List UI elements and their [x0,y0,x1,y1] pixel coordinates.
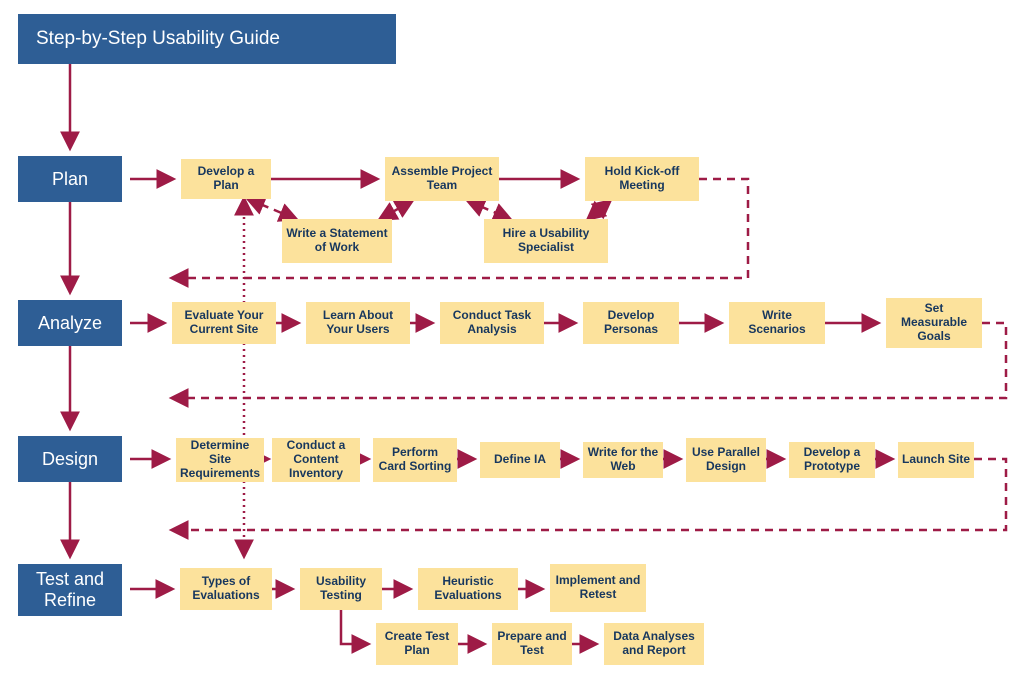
step-t7: Data Analyses and Report [604,623,704,665]
step-label: Write Scenarios [733,309,821,337]
step-p1: Develop a Plan [181,159,271,199]
step-d6: Use Parallel Design [686,438,766,482]
step-label: Perform Card Sorting [377,446,453,474]
diagram-title: Step-by-Step Usability Guide [18,14,396,64]
step-label: Use Parallel Design [690,446,762,474]
step-p2: Assemble Project Team [385,157,499,201]
phase-label: Analyze [38,313,102,334]
step-label: Write a Statement of Work [286,227,388,255]
step-label: Types of Evaluations [184,575,268,603]
step-label: Develop a Plan [185,165,267,193]
step-d2: Conduct a Content Inventory [272,438,360,482]
step-p3: Hold Kick-off Meeting [585,157,699,201]
step-label: Determine Site Requirements [180,439,260,480]
step-label: Hire a Usability Specialist [488,227,604,255]
step-label: Develop a Prototype [793,446,871,474]
step-t3: Heuristic Evaluations [418,568,518,610]
step-d5: Write for the Web [583,442,663,478]
step-label: Implement and Retest [554,574,642,602]
step-label: Prepare and Test [496,630,568,658]
step-label: Develop Personas [587,309,675,337]
step-label: Heuristic Evaluations [422,575,514,603]
phase-label: Design [42,449,98,470]
step-t6: Prepare and Test [492,623,572,665]
step-a1: Evaluate Your Current Site [172,302,276,344]
step-t1: Types of Evaluations [180,568,272,610]
step-label: Write for the Web [587,446,659,474]
step-d1: Determine Site Requirements [176,438,264,482]
step-p4: Write a Statement of Work [282,219,392,263]
step-label: Set Measurable Goals [890,302,978,343]
step-label: Assemble Project Team [389,165,495,193]
step-a3: Conduct Task Analysis [440,302,544,344]
step-label: Conduct a Content Inventory [276,439,356,480]
step-d8: Launch Site [898,442,974,478]
step-t5: Create Test Plan [376,623,458,665]
step-p5: Hire a Usability Specialist [484,219,608,263]
step-a4: Develop Personas [583,302,679,344]
step-d7: Develop a Prototype [789,442,875,478]
phase-label: Test and Refine [18,569,122,610]
step-label: Create Test Plan [380,630,454,658]
step-label: Hold Kick-off Meeting [589,165,695,193]
step-t2: Usability Testing [300,568,382,610]
step-label: Learn About Your Users [310,309,406,337]
step-d3: Perform Card Sorting [373,438,457,482]
phase-test: Test and Refine [18,564,122,616]
step-label: Usability Testing [304,575,378,603]
step-a5: Write Scenarios [729,302,825,344]
phase-design: Design [18,436,122,482]
step-t4: Implement and Retest [550,564,646,612]
diagram-canvas: Step-by-Step Usability Guide Plan Analyze… [0,0,1024,681]
phase-plan: Plan [18,156,122,202]
step-label: Launch Site [902,453,970,467]
phase-label: Plan [52,169,88,190]
step-label: Evaluate Your Current Site [176,309,272,337]
step-label: Conduct Task Analysis [444,309,540,337]
step-a6: Set Measurable Goals [886,298,982,348]
step-label: Define IA [494,453,546,467]
phase-analyze: Analyze [18,300,122,346]
step-d4: Define IA [480,442,560,478]
step-label: Data Analyses and Report [608,630,700,658]
step-a2: Learn About Your Users [306,302,410,344]
title-text: Step-by-Step Usability Guide [36,28,280,50]
